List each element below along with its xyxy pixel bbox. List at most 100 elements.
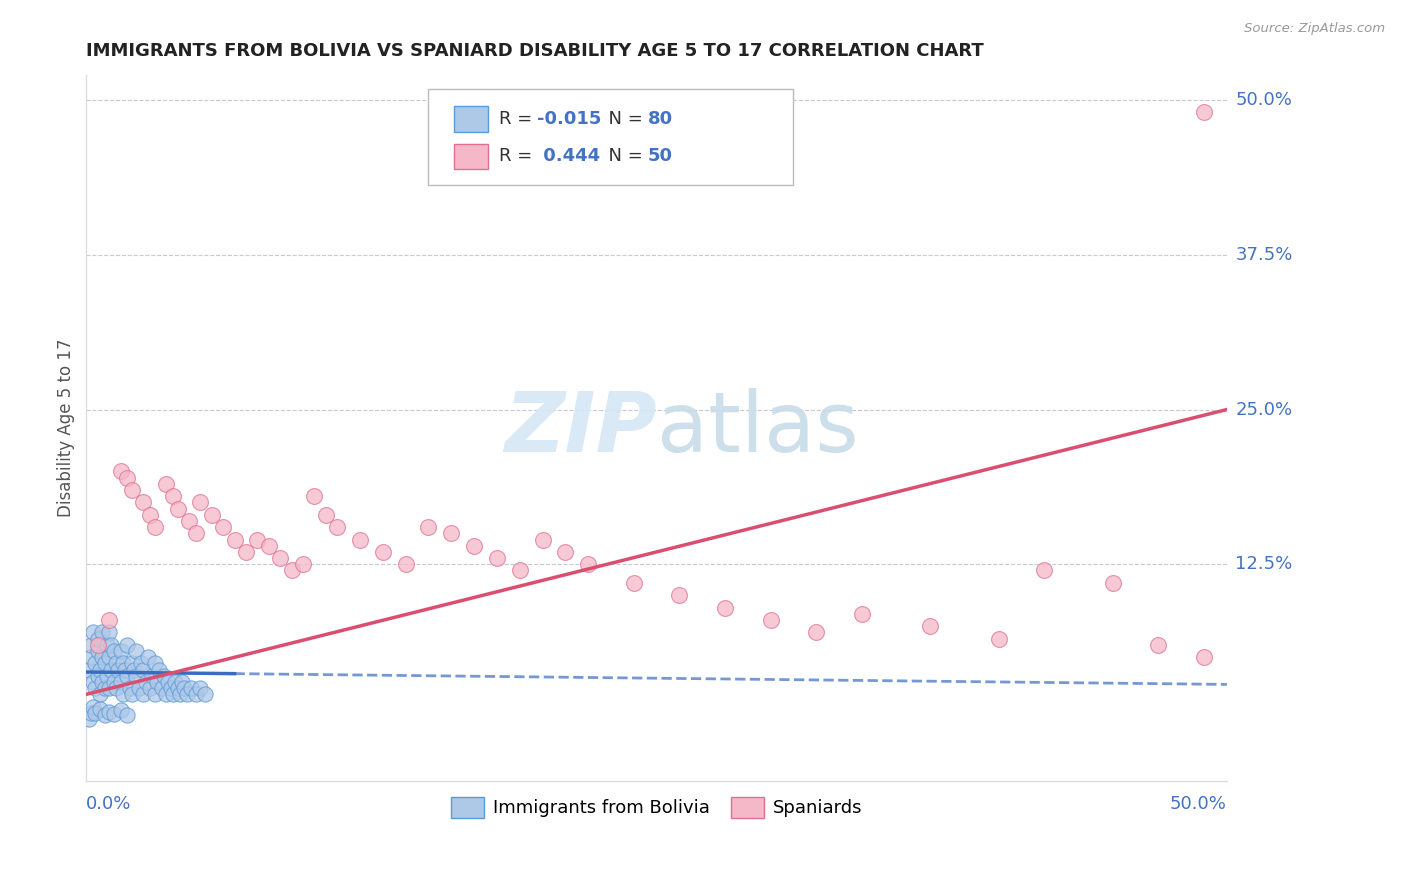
Point: [103, 644, 125, 658]
Point: [86, 632, 108, 646]
Point: [80, 706, 103, 720]
Point: [1192, 105, 1215, 120]
Point: [86, 638, 108, 652]
Bar: [454, 106, 488, 132]
Point: [139, 681, 162, 695]
Point: [280, 564, 302, 578]
Point: [103, 675, 125, 690]
FancyBboxPatch shape: [429, 89, 793, 185]
Point: [121, 687, 143, 701]
Point: [93, 708, 115, 723]
Point: [623, 575, 645, 590]
Point: [371, 545, 394, 559]
Point: [576, 558, 599, 572]
Point: [128, 681, 150, 695]
Point: [110, 703, 132, 717]
Point: [84, 681, 107, 695]
Point: [121, 483, 143, 497]
Point: [531, 533, 554, 547]
Text: atlas: atlas: [657, 388, 858, 468]
Point: [86, 644, 108, 658]
Text: 25.0%: 25.0%: [1236, 401, 1292, 418]
Point: [485, 551, 508, 566]
Point: [104, 681, 127, 695]
Point: [165, 675, 187, 690]
Point: [100, 638, 122, 652]
Point: [395, 558, 418, 572]
Point: [98, 650, 121, 665]
Point: [1033, 564, 1056, 578]
Text: 50.0%: 50.0%: [1236, 91, 1292, 109]
Point: [201, 508, 224, 522]
Point: [349, 533, 371, 547]
Point: [110, 675, 132, 690]
Point: [235, 545, 257, 559]
Point: [188, 495, 211, 509]
Point: [80, 650, 103, 665]
Point: [194, 687, 217, 701]
Text: N =: N =: [598, 147, 648, 165]
Point: [1147, 638, 1170, 652]
Text: Source: ZipAtlas.com: Source: ZipAtlas.com: [1244, 22, 1385, 36]
Point: [143, 520, 166, 534]
Point: [84, 706, 107, 720]
Point: [668, 588, 690, 602]
Point: [125, 644, 148, 658]
Point: [166, 501, 188, 516]
Text: 12.5%: 12.5%: [1236, 556, 1292, 574]
Point: [80, 638, 103, 652]
Point: [153, 669, 176, 683]
Point: [155, 476, 177, 491]
Point: [463, 539, 485, 553]
Point: [920, 619, 942, 633]
Point: [114, 663, 136, 677]
Point: [98, 681, 121, 695]
Point: [162, 687, 184, 701]
Point: [77, 663, 100, 677]
Point: [98, 705, 121, 719]
Point: [132, 687, 155, 701]
Point: [509, 564, 531, 578]
Point: [122, 663, 145, 677]
Point: [173, 681, 195, 695]
Point: [89, 663, 111, 677]
Text: 0.444: 0.444: [537, 147, 600, 165]
Point: [418, 520, 440, 534]
Point: [1101, 575, 1123, 590]
Bar: [454, 144, 488, 169]
Point: [118, 681, 141, 695]
Point: [257, 539, 280, 553]
Point: [104, 657, 127, 671]
Point: [172, 675, 194, 690]
Text: 80: 80: [647, 110, 672, 128]
Point: [1192, 650, 1215, 665]
Point: [117, 669, 139, 683]
Point: [177, 514, 200, 528]
Point: [96, 638, 118, 652]
Point: [117, 470, 139, 484]
Point: [212, 520, 235, 534]
Point: [162, 489, 184, 503]
Point: [103, 707, 125, 722]
Text: ZIP: ZIP: [503, 388, 657, 468]
Point: [107, 663, 129, 677]
Point: [98, 625, 121, 640]
Point: [157, 675, 180, 690]
Point: [141, 669, 163, 683]
Point: [82, 699, 104, 714]
Text: IMMIGRANTS FROM BOLIVIA VS SPANIARD DISABILITY AGE 5 TO 17 CORRELATION CHART: IMMIGRANTS FROM BOLIVIA VS SPANIARD DISA…: [86, 42, 984, 60]
Point: [714, 600, 737, 615]
Point: [159, 681, 181, 695]
Point: [89, 702, 111, 716]
Point: [148, 663, 170, 677]
Point: [146, 675, 169, 690]
Point: [111, 687, 134, 701]
Point: [759, 613, 782, 627]
Point: [132, 663, 155, 677]
Point: [180, 681, 202, 695]
Point: [188, 681, 211, 695]
Point: [82, 625, 104, 640]
Point: [143, 687, 166, 701]
Point: [176, 687, 198, 701]
Text: R =: R =: [499, 110, 538, 128]
